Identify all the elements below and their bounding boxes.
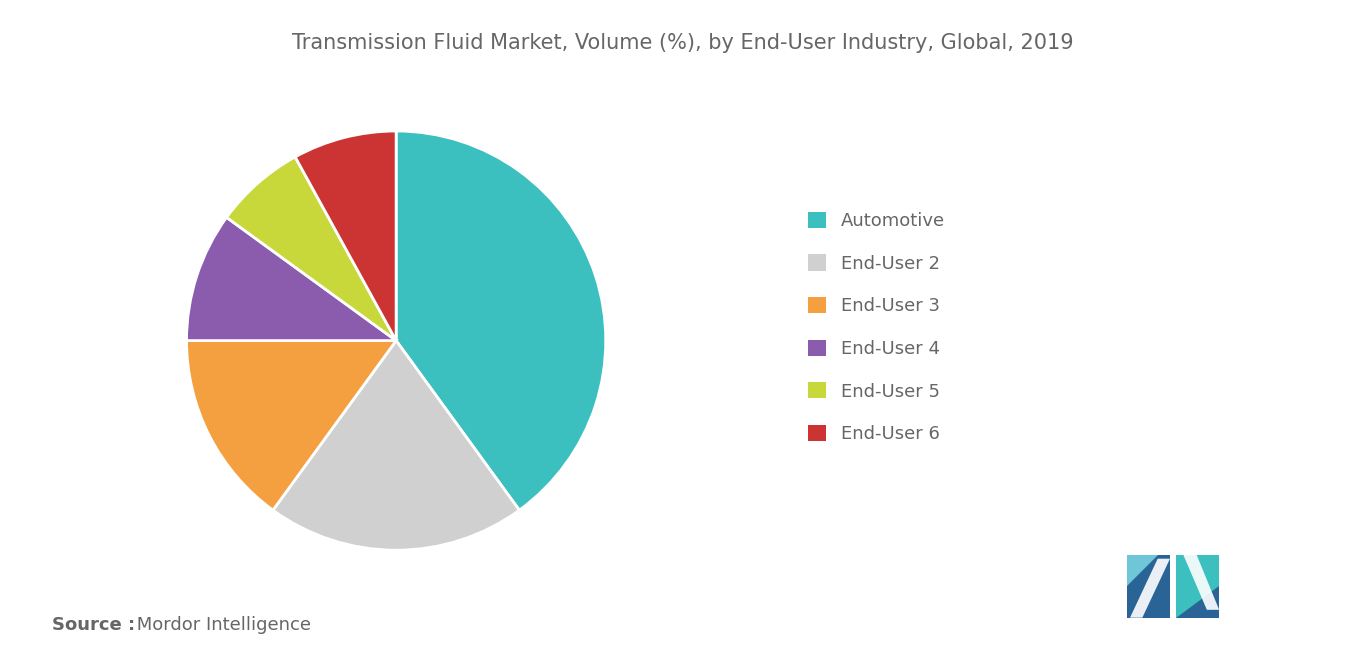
Legend: Automotive, End-User 2, End-User 3, End-User 4, End-User 5, End-User 6: Automotive, End-User 2, End-User 3, End-… <box>809 212 945 443</box>
Text: Source :: Source : <box>52 616 135 634</box>
Polygon shape <box>1176 586 1218 618</box>
Polygon shape <box>1127 555 1158 586</box>
Wedge shape <box>187 217 396 341</box>
Wedge shape <box>273 341 519 550</box>
FancyBboxPatch shape <box>1127 555 1169 618</box>
Wedge shape <box>396 131 605 510</box>
Wedge shape <box>187 341 396 510</box>
Wedge shape <box>295 131 396 341</box>
Text: Mordor Intelligence: Mordor Intelligence <box>131 616 311 634</box>
Text: Transmission Fluid Market, Volume (%), by End-User Industry, Global, 2019: Transmission Fluid Market, Volume (%), b… <box>292 33 1074 53</box>
Polygon shape <box>1130 559 1169 618</box>
Polygon shape <box>1183 555 1218 610</box>
FancyBboxPatch shape <box>1176 555 1218 618</box>
Wedge shape <box>227 157 396 341</box>
